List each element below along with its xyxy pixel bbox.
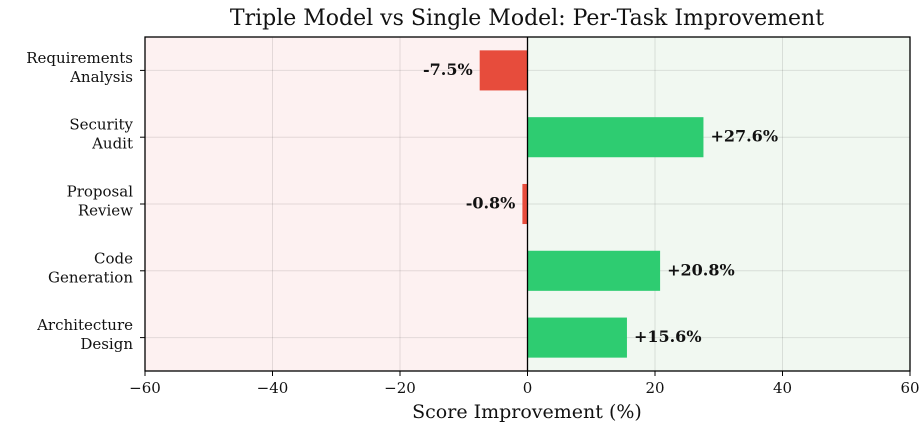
negative-region [145, 37, 528, 371]
bar [527, 317, 627, 358]
x-tick-label: 20 [645, 379, 664, 397]
x-tick-label: −40 [257, 379, 289, 397]
y-tick-label: Architecture Design [36, 316, 133, 353]
value-label: +20.8% [667, 260, 735, 279]
x-tick-label: 0 [523, 379, 533, 397]
x-tick-label: 60 [900, 379, 919, 397]
x-axis-label: Score Improvement (%) [412, 401, 642, 423]
value-label: -0.8% [466, 194, 516, 213]
chart-title: Triple Model vs Single Model: Per-Task I… [230, 6, 824, 31]
x-tick-label: 40 [773, 379, 792, 397]
y-tick-label: Proposal Review [67, 183, 134, 220]
bar [527, 250, 661, 291]
x-tick-label: −60 [129, 379, 161, 397]
x-tick-label: −20 [384, 379, 416, 397]
value-label: -7.5% [423, 60, 473, 79]
plot-frame [144, 36, 911, 372]
y-tick-label: Security Audit [69, 116, 133, 153]
y-tick-label: Code Generation [48, 249, 133, 286]
bar [522, 183, 528, 225]
value-label: +27.6% [710, 127, 778, 146]
value-label: +15.6% [634, 327, 702, 346]
bar [479, 50, 528, 91]
bar [527, 117, 704, 158]
y-tick-label: Requirements Analysis [26, 49, 133, 86]
positive-region [527, 37, 910, 371]
